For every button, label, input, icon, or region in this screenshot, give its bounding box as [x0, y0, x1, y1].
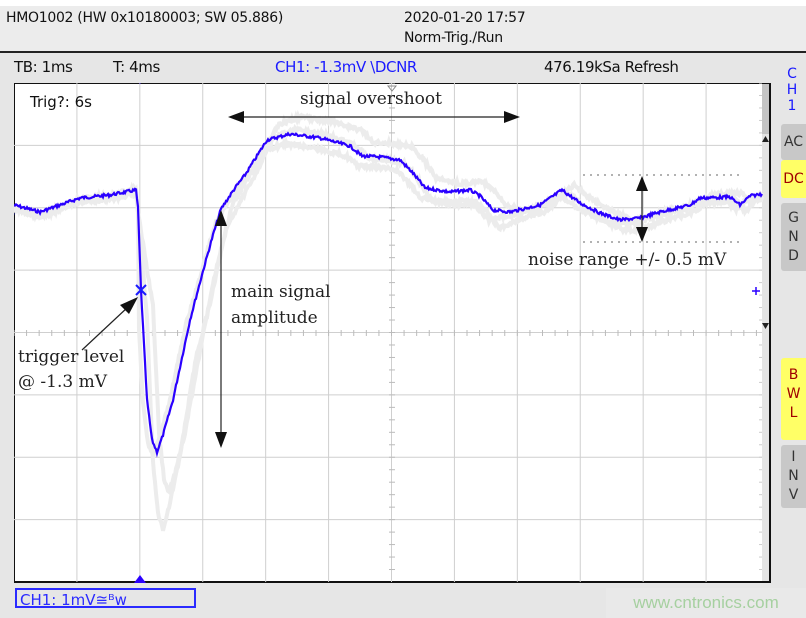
scroll-down-icon[interactable]	[762, 323, 769, 329]
annotation-trigger-1: trigger level	[18, 347, 125, 367]
btn-letter: G	[788, 210, 799, 226]
btn-letter: D	[788, 248, 799, 264]
arrow-up-icon	[215, 210, 227, 226]
arrow-right-icon	[504, 111, 520, 123]
btn-letter: I	[791, 449, 796, 465]
scrollbar-thumb[interactable]	[762, 84, 769, 134]
btn-letter: B	[788, 367, 799, 383]
waveform-display[interactable]: 1	[14, 83, 782, 585]
scroll-up-icon[interactable]	[762, 136, 769, 142]
trigger-position-top-marker[interactable]	[136, 83, 144, 84]
trigger-setting[interactable]: CH1: -1.3mV \DCNR	[275, 58, 417, 76]
side-channel-label: C H 1	[780, 66, 804, 114]
channel-scale-box[interactable]: CH1: 1mV≅ᴮw	[15, 588, 196, 609]
annotation-noise: noise range +/- 0.5 mV	[528, 250, 727, 270]
trigger-position-bottom-marker[interactable]	[134, 575, 146, 583]
annotation-amplitude-2: amplitude	[231, 308, 318, 328]
btn-letter: L	[789, 405, 798, 421]
sample-rate[interactable]: 476.19kSa Refresh	[544, 58, 679, 76]
watermark: www.cntronics.com	[606, 588, 806, 618]
arrow-left-icon	[228, 111, 244, 123]
scrollbar[interactable]	[762, 84, 769, 581]
device-info: HMO1002 (HW 0x10180003; SW 05.886)	[6, 10, 284, 26]
annotation-amplitude-1: main signal	[231, 282, 331, 302]
dc-coupling-button[interactable]: DC	[781, 160, 806, 198]
annotation-trigger-2: @ -1.3 mV	[18, 372, 107, 392]
datetime: 2020-01-20 17:57	[404, 10, 526, 26]
acquisition-mode: Norm-Trig./Run	[404, 30, 503, 46]
ch-letter: C	[787, 66, 797, 82]
annotation-arrows	[81, 111, 648, 448]
trigger-level-x-icon	[135, 284, 147, 296]
trigger-time[interactable]: T: 4ms	[113, 58, 160, 76]
center-marker-icon	[386, 85, 398, 92]
ch1-trace	[14, 131, 763, 458]
btn-letter: N	[788, 229, 799, 245]
ch-letter: 1	[787, 98, 797, 114]
right-level-marker	[752, 287, 760, 295]
ac-coupling-button[interactable]: AC	[781, 124, 806, 160]
btn-letter: V	[788, 487, 799, 503]
top-strip	[0, 0, 806, 6]
arrow-diagonal-icon	[120, 297, 138, 314]
btn-letter: N	[788, 468, 799, 484]
ch-letter: H	[786, 82, 798, 98]
annotation-overshoot: signal overshoot	[300, 89, 442, 109]
btn-letter: W	[786, 386, 801, 402]
ghost-trace	[14, 135, 764, 458]
title-bar	[0, 0, 806, 53]
timebase[interactable]: TB: 1ms	[14, 58, 73, 76]
arrow-down-icon	[215, 432, 227, 448]
trigger-status: Trig?: 6s	[30, 93, 92, 111]
